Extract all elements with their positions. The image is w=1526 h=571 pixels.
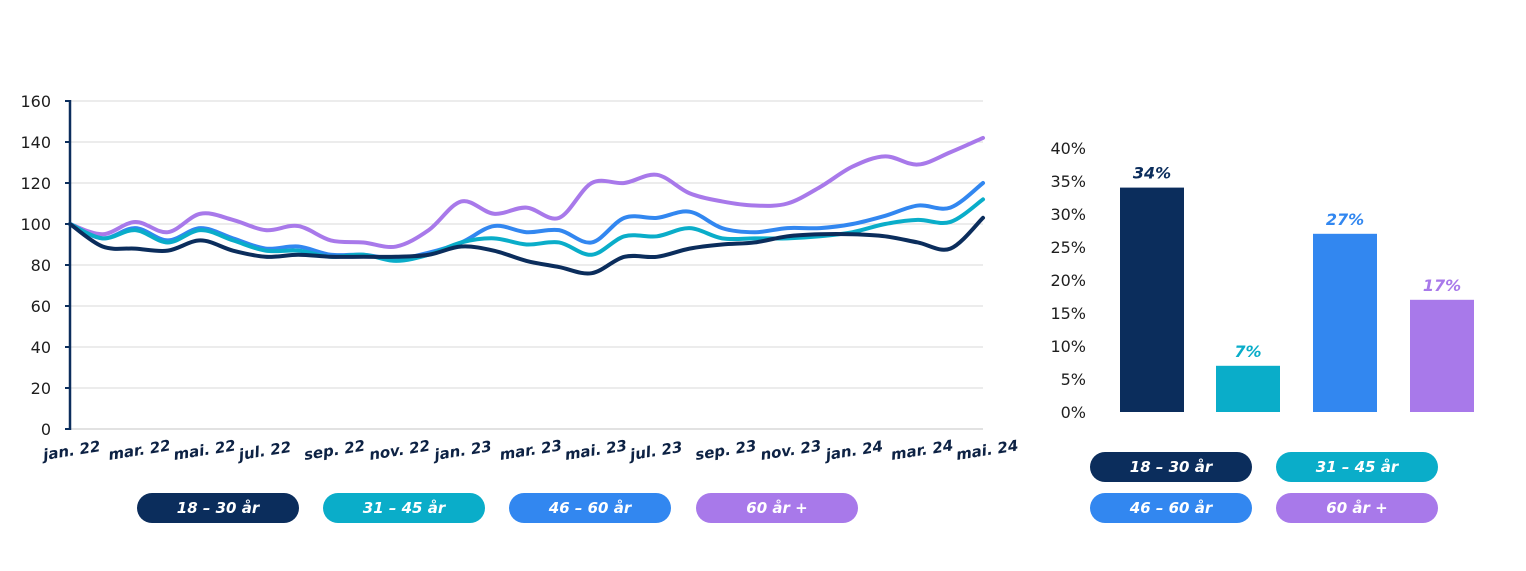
y-tick-label: 0% bbox=[1061, 403, 1086, 422]
data-label: 17% bbox=[1423, 276, 1461, 295]
y-tick-label: 20 bbox=[31, 379, 51, 398]
y-tick-label: 5% bbox=[1061, 370, 1086, 389]
legend-18-30: 18 – 30 år bbox=[137, 493, 299, 523]
x-tick-label: mai. 22 bbox=[172, 436, 237, 464]
x-tick-label: jan. 24 bbox=[822, 437, 884, 464]
series-line-46-60 bbox=[68, 181, 985, 261]
y-tick-label: 120 bbox=[20, 174, 51, 193]
y-tick-label: 40 bbox=[31, 338, 51, 357]
bar-chart: 0% 5% 10% 15% 20% 25% 30% 35% 40% 34% 7% 27% 17% bbox=[1050, 139, 1474, 422]
y-tick-label: 100 bbox=[20, 215, 51, 234]
y-tick-label: 35% bbox=[1050, 172, 1086, 191]
y-tick-label: 140 bbox=[20, 133, 51, 152]
y-tick-label: 0 bbox=[41, 420, 51, 439]
legend-46-60: 46 – 60 år bbox=[509, 493, 671, 523]
data-label: 34% bbox=[1133, 164, 1171, 183]
series-line-60-plus bbox=[68, 135, 985, 250]
y-tick-label: 160 bbox=[20, 92, 51, 111]
data-label: 27% bbox=[1326, 210, 1364, 229]
x-tick-label: mai. 24 bbox=[955, 436, 1020, 464]
x-tick-label: jul. 23 bbox=[627, 438, 684, 464]
bar-31-45 bbox=[1216, 365, 1280, 412]
bar-46-60 bbox=[1313, 233, 1377, 412]
x-tick-label: mar. 24 bbox=[890, 436, 955, 464]
x-tick-label: nov. 22 bbox=[368, 437, 431, 464]
legend-46-60: 46 – 60 år bbox=[1090, 493, 1252, 523]
legend-31-45: 31 – 45 år bbox=[323, 493, 485, 523]
y-tick-label: 40% bbox=[1050, 139, 1086, 158]
series-line-18-30 bbox=[68, 215, 985, 276]
data-label: 7% bbox=[1234, 342, 1261, 361]
legend-18-30: 18 – 30 år bbox=[1090, 452, 1252, 482]
y-tick-label: 15% bbox=[1050, 304, 1086, 323]
x-tick-label: mar. 23 bbox=[498, 436, 563, 464]
y-tick-label: 10% bbox=[1050, 337, 1086, 356]
y-tick-label: 80 bbox=[31, 256, 51, 275]
x-tick-label: jul. 22 bbox=[235, 438, 292, 464]
x-tick-label: jan. 23 bbox=[431, 437, 493, 464]
legend-60-plus: 60 år + bbox=[696, 493, 858, 523]
y-tick-label: 25% bbox=[1050, 238, 1086, 257]
x-tick-label: mar. 22 bbox=[107, 436, 172, 464]
y-tick-label: 20% bbox=[1050, 271, 1086, 290]
legend-31-45: 31 – 45 år bbox=[1276, 452, 1438, 482]
x-tick-label: sep. 22 bbox=[303, 437, 367, 464]
x-tick-label: jan. 22 bbox=[40, 437, 102, 464]
legend-60-plus: 60 år + bbox=[1276, 493, 1438, 523]
x-tick-label: mai. 23 bbox=[564, 436, 629, 464]
y-tick-label: 60 bbox=[31, 297, 51, 316]
x-tick-label: sep. 23 bbox=[694, 437, 758, 464]
bar-60-plus bbox=[1410, 299, 1474, 412]
y-tick-label: 30% bbox=[1050, 205, 1086, 224]
x-tick-label: nov. 23 bbox=[759, 437, 822, 464]
bar-18-30 bbox=[1120, 187, 1184, 412]
